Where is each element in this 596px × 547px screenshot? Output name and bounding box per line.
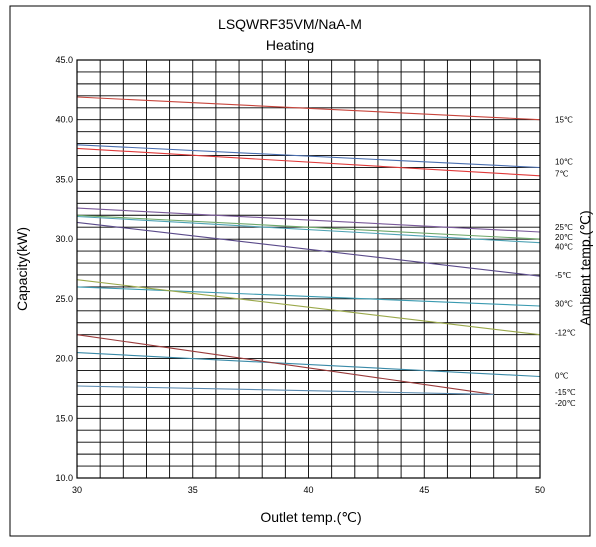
y-axis-label: Capacity(kW) — [14, 227, 30, 311]
x-tick-label: 45 — [419, 485, 429, 495]
x-axis-label: Outlet temp.(℃) — [260, 509, 361, 525]
y-tick-label: 30.0 — [55, 234, 73, 244]
y-tick-label: 45.0 — [55, 55, 73, 65]
series-line — [76, 214, 541, 240]
series-layer — [76, 96, 541, 395]
series-label: 30℃ — [555, 300, 573, 309]
series-labels: 15℃ 10℃ 7℃ 25℃20℃40℃ -5℃ 30℃ -12℃ 0℃ -15℃ -20℃ — [555, 116, 576, 408]
y-tick-label: 10.0 — [55, 473, 73, 483]
series-label: 25℃ — [555, 223, 573, 232]
y-tick-label: 35.0 — [55, 174, 73, 184]
series-line — [76, 279, 541, 336]
chart-subtitle: Heating — [266, 37, 314, 53]
plot-border — [76, 59, 541, 479]
x-tick-label: 35 — [188, 485, 198, 495]
x-tick-label: 40 — [303, 485, 313, 495]
chart-title: LSQWRF35VM/NaA-M — [218, 16, 362, 32]
series-line — [76, 144, 541, 169]
series-line — [76, 286, 541, 307]
y-tick-label: 15.0 — [55, 413, 73, 423]
tick-labels: 30 35 40 45 50 10.0 15.0 20.0 25.0 30.0 35.0 40.0 45… — [55, 55, 545, 495]
x-tick-label: 50 — [535, 485, 545, 495]
series-line — [76, 96, 541, 121]
series-label: -15℃ — [555, 388, 576, 397]
series-label: -20℃ — [555, 399, 576, 408]
series-line — [76, 334, 494, 395]
series-line — [76, 221, 541, 277]
x-tick-label: 30 — [72, 485, 82, 495]
series-label: 7℃ — [555, 169, 568, 178]
right-axis-label: Ambient temp.(℃) — [577, 210, 593, 325]
y-tick-label: 25.0 — [55, 294, 73, 304]
series-label: -5℃ — [555, 271, 571, 280]
grid — [77, 60, 540, 478]
outer-frame — [9, 5, 591, 537]
series-label: -12℃ — [555, 328, 576, 337]
series-label: 40℃ — [555, 242, 573, 251]
series-label: 0℃ — [555, 371, 568, 380]
series-label: 15℃ — [555, 116, 573, 125]
y-tick-label: 20.0 — [55, 354, 73, 364]
series-label: 10℃ — [555, 158, 573, 167]
y-tick-label: 40.0 — [55, 115, 73, 125]
series-label: 20℃ — [555, 233, 573, 242]
series-line — [76, 215, 541, 244]
series-line — [76, 147, 541, 177]
series-line — [76, 352, 541, 378]
series-line — [76, 207, 541, 233]
series-line — [76, 385, 494, 395]
